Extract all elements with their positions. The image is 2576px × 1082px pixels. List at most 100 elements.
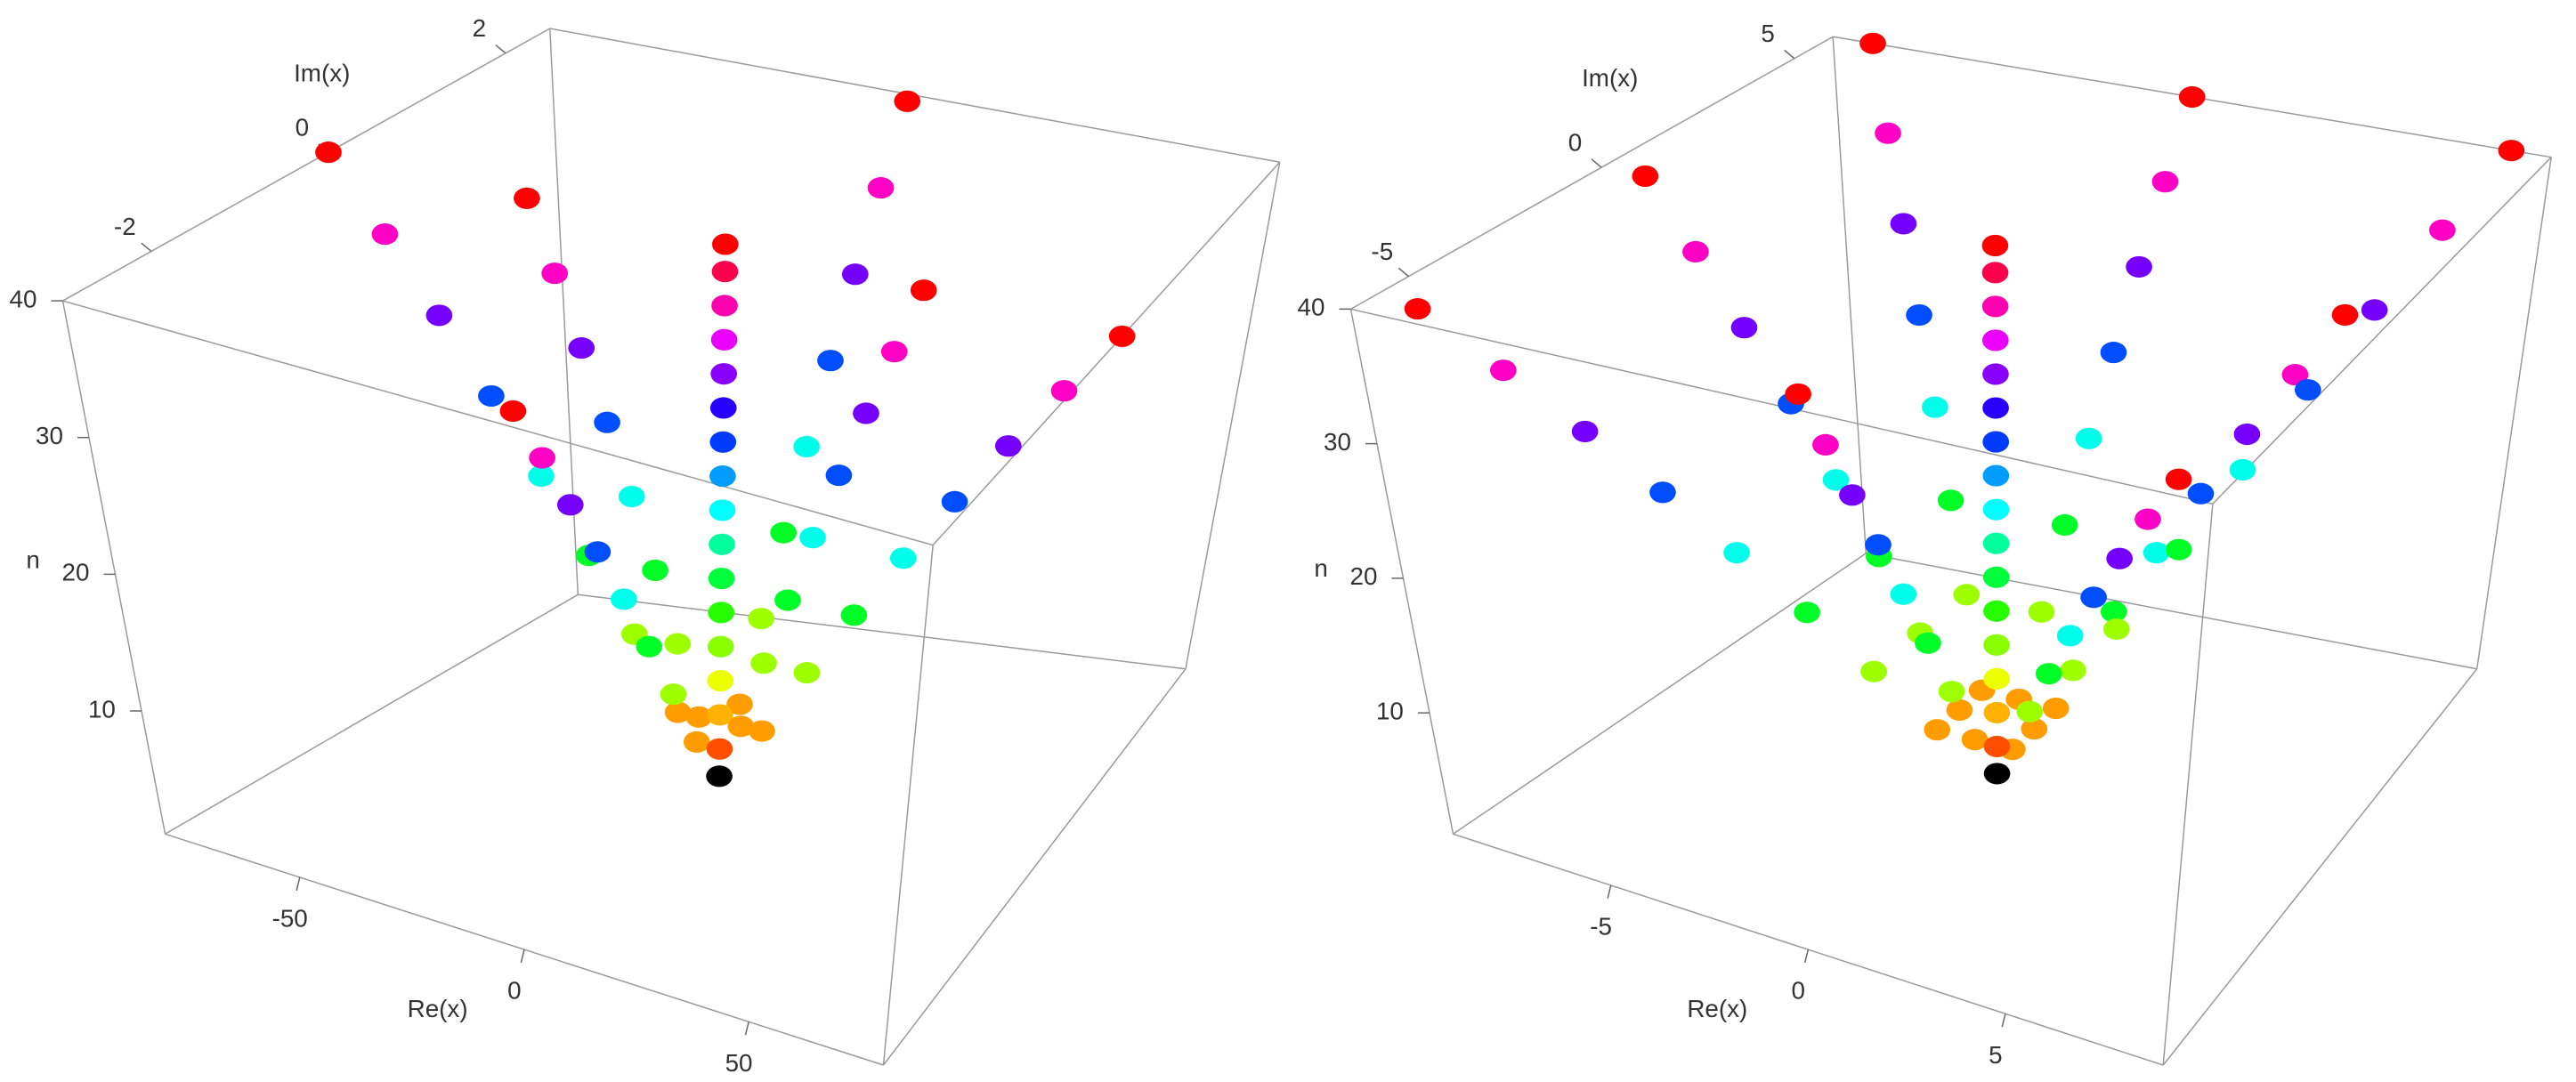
point: [584, 541, 612, 563]
point: [1983, 735, 2011, 758]
point: [889, 547, 917, 569]
point: [1983, 763, 2011, 785]
point: [1839, 484, 1866, 506]
point: [2100, 342, 2127, 364]
point: [1982, 498, 2010, 521]
point: [2281, 364, 2309, 386]
point: [910, 279, 937, 302]
y-tick: [1397, 267, 1409, 278]
z-tick-label: 30: [1324, 428, 1351, 456]
y-tick: [495, 44, 506, 54]
z-axis-label: n: [1314, 554, 1327, 582]
y-axis-label: Im(x): [1582, 64, 1638, 92]
point: [707, 669, 734, 692]
point: [1938, 681, 1965, 703]
point: [2056, 625, 2084, 647]
point: [660, 683, 687, 706]
box-edge: [2162, 504, 2214, 1066]
x-tick: [2001, 1013, 2006, 1028]
x-tick: [1607, 884, 1612, 900]
point: [748, 608, 774, 630]
point: [1649, 481, 1676, 504]
box-edge: [1866, 553, 2477, 670]
point: [2080, 586, 2107, 609]
point: [750, 652, 777, 674]
point: [2102, 618, 2130, 641]
point: [1632, 165, 1659, 187]
point: [371, 223, 399, 246]
y-tick-label: 5: [1761, 20, 1774, 47]
point: [1915, 632, 1941, 654]
point: [1571, 420, 1599, 443]
point: [2126, 255, 2152, 278]
point: [1982, 431, 2010, 453]
point: [1953, 584, 1981, 606]
z-axis-label: n: [26, 546, 39, 574]
point: [1875, 122, 1901, 144]
x-tick: [520, 949, 525, 964]
box-edge: [578, 593, 1187, 670]
point: [1982, 566, 2010, 588]
box-edge: [882, 668, 1187, 1066]
x-axis-label: Re(x): [1687, 995, 1747, 1022]
point: [2035, 663, 2062, 685]
point: [1890, 583, 1917, 605]
z-tick-label: 40: [1298, 294, 1325, 321]
point: [867, 177, 895, 199]
point: [1946, 698, 1973, 721]
y-tick-label: -2: [114, 213, 136, 240]
point: [793, 435, 820, 458]
point: [2106, 547, 2134, 569]
point: [708, 568, 735, 590]
point: [707, 635, 734, 658]
point: [594, 411, 620, 433]
z-tick-label: 10: [88, 695, 116, 723]
point: [709, 397, 737, 419]
point: [1785, 383, 1811, 405]
point: [749, 720, 775, 742]
x-tick: [1803, 949, 1810, 964]
point: [2229, 458, 2256, 481]
point: [1983, 701, 2011, 723]
point: [1890, 213, 1917, 235]
y-tick-label: 0: [1568, 129, 1582, 157]
point: [709, 533, 735, 555]
point: [708, 602, 734, 624]
point: [1982, 532, 2010, 554]
box-edge: [2475, 157, 2552, 669]
box-edge: [1350, 36, 1834, 311]
point: [568, 337, 595, 359]
point: [1981, 329, 2009, 351]
point: [2331, 303, 2359, 326]
point: [994, 435, 1022, 457]
point: [2294, 379, 2321, 401]
point: [478, 384, 505, 408]
point: [1906, 303, 1932, 327]
point: [1404, 298, 1431, 320]
point: [2016, 700, 2044, 723]
point: [726, 693, 753, 715]
point: [711, 233, 739, 255]
point: [1794, 602, 1820, 624]
point: [711, 261, 739, 283]
point: [528, 464, 555, 487]
point: [664, 701, 692, 723]
point: [2100, 601, 2127, 623]
x-tick-label: 5: [1989, 1041, 2002, 1069]
box-edge: [165, 593, 579, 835]
point: [799, 527, 826, 549]
z-tick-label: 20: [61, 559, 89, 586]
x-tick-label: 50: [725, 1049, 753, 1077]
y-tick-label: 2: [473, 14, 486, 42]
point: [2165, 538, 2192, 561]
x-tick: [296, 876, 301, 892]
point: [1859, 32, 1886, 54]
point: [1490, 359, 1517, 382]
point: [315, 141, 342, 164]
point: [1937, 489, 1964, 512]
point: [880, 341, 908, 363]
point: [894, 90, 921, 112]
point: [2021, 718, 2048, 740]
point: [2178, 85, 2206, 109]
